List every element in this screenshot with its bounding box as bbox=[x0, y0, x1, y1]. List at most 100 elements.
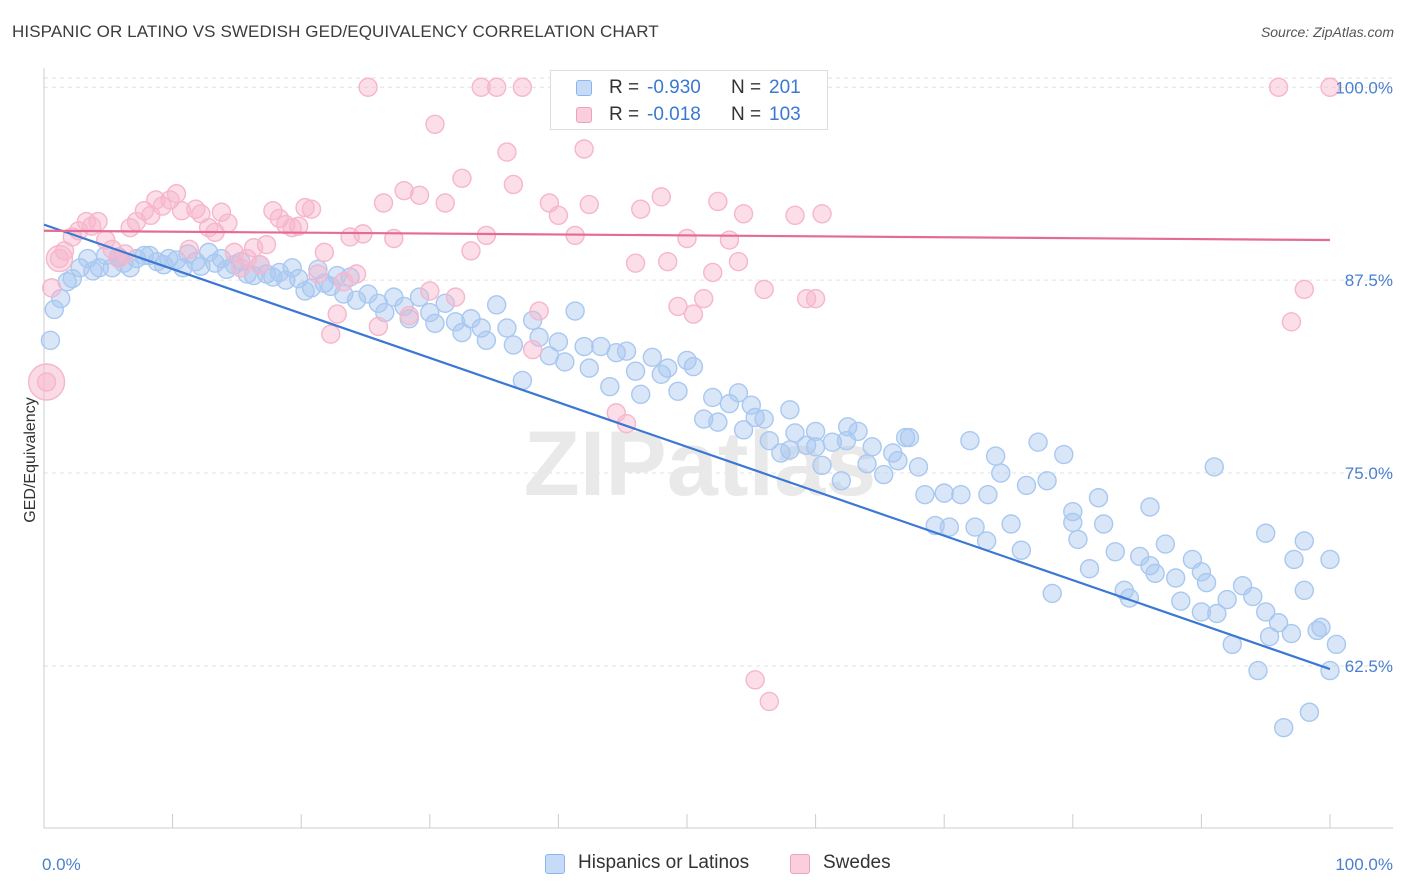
data-point bbox=[1320, 549, 1340, 570]
data-point bbox=[512, 77, 533, 97]
grid-lines bbox=[44, 77, 1393, 667]
data-point bbox=[642, 347, 662, 368]
data-point bbox=[741, 395, 761, 415]
data-point bbox=[486, 295, 507, 315]
data-point bbox=[600, 376, 620, 397]
data-point bbox=[991, 463, 1011, 483]
data-point bbox=[1145, 563, 1165, 584]
data-point bbox=[888, 451, 908, 471]
data-point bbox=[683, 304, 704, 324]
data-point bbox=[399, 305, 419, 326]
data-point bbox=[1079, 559, 1100, 579]
data-point bbox=[166, 250, 187, 270]
data-point bbox=[908, 457, 929, 477]
axes bbox=[43, 68, 1393, 829]
data-point bbox=[171, 201, 192, 221]
data-point bbox=[250, 255, 270, 275]
legend-n-value: 103 bbox=[769, 104, 801, 125]
watermark: ZIPatlas bbox=[524, 413, 877, 515]
data-point bbox=[708, 191, 728, 212]
data-point bbox=[152, 196, 173, 216]
data-point bbox=[805, 288, 826, 309]
data-point bbox=[1204, 457, 1224, 477]
data-point bbox=[1191, 602, 1212, 622]
legend-n-value: 201 bbox=[769, 77, 801, 98]
data-point bbox=[373, 193, 394, 213]
data-point bbox=[1281, 312, 1302, 332]
data-point bbox=[719, 230, 740, 250]
y-tick-label: 87.5% bbox=[1345, 271, 1393, 290]
data-point bbox=[1105, 542, 1125, 562]
data-point bbox=[218, 213, 238, 233]
data-point bbox=[548, 205, 569, 226]
data-point bbox=[960, 430, 980, 451]
data-point bbox=[420, 302, 440, 323]
chart-title: HISPANIC OR LATINO VS SWEDISH GED/EQUIVA… bbox=[12, 22, 659, 41]
data-point bbox=[759, 430, 780, 451]
data-point bbox=[256, 234, 277, 255]
data-point bbox=[497, 318, 517, 338]
data-point bbox=[1140, 497, 1160, 517]
data-point bbox=[759, 691, 780, 712]
data-point bbox=[677, 228, 697, 249]
data-point bbox=[409, 185, 430, 205]
data-point bbox=[1255, 602, 1276, 622]
data-point bbox=[1320, 660, 1340, 681]
data-point bbox=[1155, 534, 1176, 554]
data-point bbox=[934, 483, 954, 503]
data-point bbox=[27, 363, 66, 401]
data-point bbox=[1068, 529, 1088, 550]
data-point bbox=[497, 142, 517, 162]
data-point bbox=[42, 278, 62, 298]
data-point bbox=[631, 199, 651, 219]
data-point bbox=[321, 324, 341, 344]
data-point bbox=[708, 412, 728, 432]
data-point bbox=[301, 199, 322, 219]
data-point bbox=[346, 264, 367, 284]
data-point bbox=[579, 358, 599, 378]
data-point bbox=[1191, 562, 1212, 582]
data-point bbox=[574, 336, 594, 357]
data-point bbox=[822, 432, 843, 452]
data-point bbox=[683, 356, 704, 377]
data-point bbox=[1217, 589, 1237, 610]
legend-row-hispanics: R = -0.930 N = 201 bbox=[551, 74, 827, 102]
data-point bbox=[529, 301, 549, 321]
legend-swatch-swedes bbox=[576, 107, 592, 123]
data-point bbox=[733, 204, 754, 224]
data-point bbox=[805, 421, 826, 442]
data-point bbox=[831, 471, 852, 491]
data-point bbox=[263, 201, 283, 221]
data-point bbox=[555, 352, 575, 372]
data-point bbox=[62, 268, 82, 289]
data-point bbox=[548, 332, 569, 352]
data-point bbox=[1268, 613, 1289, 633]
data-point bbox=[471, 77, 491, 97]
data-point bbox=[452, 322, 472, 343]
legend-r-label: R = bbox=[609, 104, 640, 125]
data-point bbox=[435, 293, 455, 314]
data-point bbox=[1294, 279, 1314, 300]
data-point bbox=[476, 330, 497, 351]
data-point bbox=[452, 168, 472, 189]
data-point bbox=[780, 400, 800, 420]
data-point bbox=[461, 241, 481, 261]
data-point bbox=[565, 301, 585, 321]
data-point bbox=[1255, 523, 1276, 543]
y-axis-label: GED/Equivalency bbox=[22, 397, 39, 522]
data-point bbox=[1248, 660, 1268, 681]
data-point bbox=[658, 251, 678, 272]
data-point bbox=[703, 262, 723, 283]
data-point bbox=[1299, 702, 1320, 722]
data-point bbox=[1196, 572, 1217, 593]
y-tick-label: 75.0% bbox=[1345, 464, 1393, 483]
data-point bbox=[579, 194, 599, 215]
data-point bbox=[1320, 77, 1340, 97]
data-point bbox=[631, 384, 651, 405]
legend-r-label: R = bbox=[609, 77, 640, 98]
data-point bbox=[486, 77, 507, 97]
data-point bbox=[1028, 432, 1048, 452]
data-point bbox=[1259, 626, 1280, 647]
x-tick-label: 0.0% bbox=[42, 855, 81, 874]
